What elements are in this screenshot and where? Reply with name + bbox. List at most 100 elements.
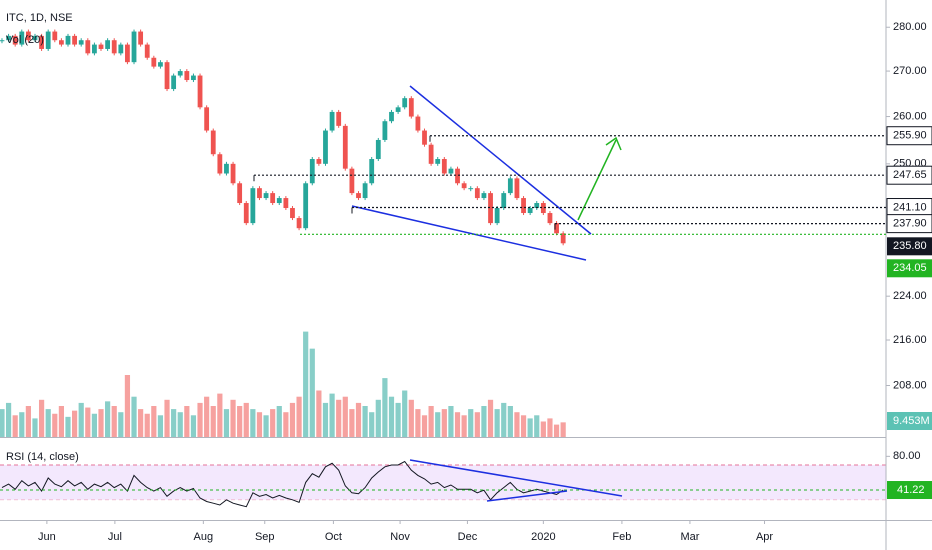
candle-body: [164, 62, 170, 90]
volume-bar: [514, 412, 520, 437]
candle-body: [323, 130, 328, 164]
x-tick-label: Mar: [680, 531, 699, 543]
candle-body: [441, 159, 447, 174]
volume-bar: [32, 418, 38, 437]
candle-body: [336, 111, 342, 126]
candle-body: [111, 40, 117, 54]
rsi-label-box: [887, 481, 932, 500]
candle-body: [329, 111, 335, 131]
volume-bar: [303, 331, 309, 437]
volume-bar: [454, 412, 461, 437]
volume-bar: [204, 396, 210, 437]
candle-body: [369, 159, 375, 184]
candle-body: [230, 163, 236, 184]
candle-body: [296, 218, 302, 229]
candle-body: [151, 57, 157, 67]
x-tick-label: Nov: [390, 531, 410, 543]
candle-body: [197, 75, 203, 108]
candle-body: [402, 98, 408, 108]
candle-body: [461, 183, 467, 189]
candle-body: [290, 208, 295, 219]
candle-body: [303, 183, 309, 229]
candle-body: [78, 40, 84, 45]
rsi-tick-label: 80.00: [893, 450, 921, 462]
y-tick-label: 260.00: [893, 110, 927, 122]
candle-body: [547, 213, 553, 224]
volume-bar: [177, 412, 183, 437]
volume-bar: [369, 412, 375, 437]
volume-bar: [415, 409, 421, 437]
volume-bar: [12, 415, 18, 437]
candle-body: [560, 233, 566, 244]
level-label-box: [886, 214, 932, 234]
volume-bar: [382, 378, 388, 437]
candle-body: [39, 35, 44, 49]
x-tick-label: Oct: [325, 531, 342, 543]
volume-bar: [501, 402, 507, 437]
volume-bar: [223, 409, 230, 437]
volume-bar: [91, 413, 98, 437]
volume-bar: [402, 390, 408, 437]
candle-body: [6, 35, 11, 41]
candle-body: [283, 198, 289, 209]
volume-bar: [263, 415, 269, 437]
candle-body: [494, 208, 500, 224]
volume-bar: [283, 412, 289, 437]
last-price-box: [887, 259, 932, 278]
candle-body: [217, 154, 223, 174]
volume-bar: [144, 413, 150, 437]
candle-body: [191, 75, 196, 81]
x-tick-label: Aug: [194, 531, 214, 543]
volume-bar: [441, 409, 447, 437]
candle-body: [276, 198, 282, 204]
volume-bar: [72, 410, 78, 437]
volume-bar: [448, 406, 454, 437]
candle-body: [435, 159, 441, 164]
volume-bar: [276, 406, 282, 437]
volume-bar: [184, 406, 190, 437]
volume-bar: [151, 406, 157, 437]
candle-body: [521, 198, 526, 214]
volume-bar: [197, 402, 203, 437]
candle-body: [527, 208, 533, 214]
candle-body: [171, 75, 177, 90]
volume-bar: [157, 415, 164, 437]
y-tick-label: 270.00: [893, 65, 927, 77]
level-label-box: [886, 165, 932, 185]
volume-bar: [435, 412, 441, 437]
volume-bar: [322, 402, 329, 437]
candle-body: [237, 183, 243, 204]
volume-bar: [217, 393, 223, 437]
trendline: [409, 85, 592, 235]
candle-body: [58, 40, 64, 45]
candle-body: [105, 40, 111, 49]
x-tick-label: Jul: [108, 531, 122, 543]
rsi-trendline: [409, 459, 623, 497]
volume-bar: [349, 409, 355, 437]
volume-bar: [362, 406, 368, 437]
volume-bar: [289, 402, 296, 437]
candle-body: [375, 139, 381, 160]
candle-body: [362, 183, 368, 199]
volume-bar: [131, 396, 137, 437]
volume-bar: [461, 415, 467, 437]
volume-bar: [540, 421, 546, 437]
rsi-trendline: [486, 490, 568, 502]
candle-body: [65, 35, 71, 45]
y-tick-label: 216.00: [893, 334, 927, 346]
candle-body: [514, 178, 520, 199]
arrow-head: [605, 136, 622, 151]
candle-body: [92, 44, 97, 54]
level-label: 237.90: [893, 218, 927, 230]
volume-label-box: [887, 412, 932, 430]
volume-bar: [487, 399, 494, 437]
candle-body: [263, 193, 269, 199]
level-label-box: [886, 126, 932, 146]
volume-bar: [309, 348, 315, 437]
arrow: [577, 139, 617, 221]
volume-bar: [553, 424, 560, 437]
level-label-box: [887, 237, 932, 256]
volume-bar: [270, 409, 276, 437]
candle-body: [481, 193, 487, 199]
